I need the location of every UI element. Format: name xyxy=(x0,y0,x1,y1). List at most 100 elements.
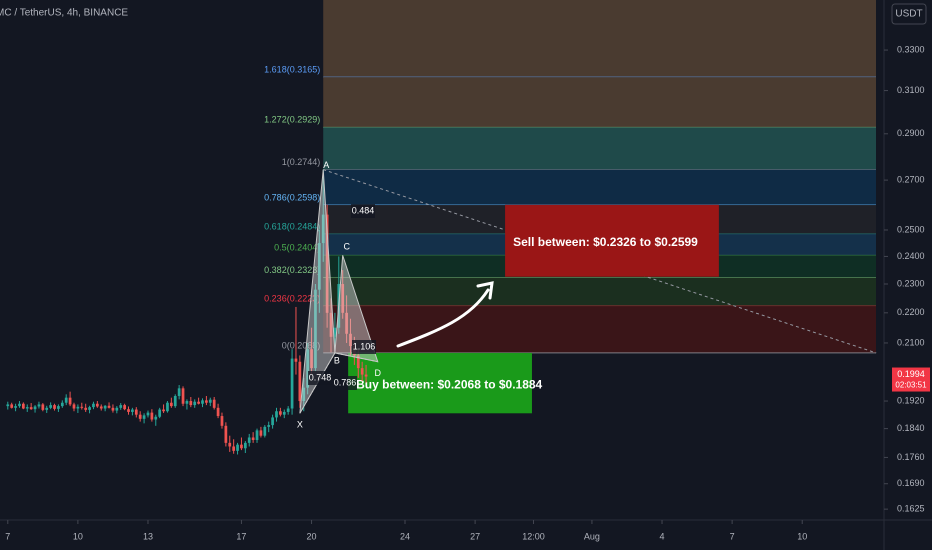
arrow xyxy=(396,281,494,348)
y-tick-label: 0.2100 xyxy=(897,337,925,347)
candle-body xyxy=(290,358,294,409)
candle-body xyxy=(302,387,306,402)
fib-zone xyxy=(323,77,876,128)
candle-body xyxy=(267,425,271,427)
x-tick-label: 27 xyxy=(470,531,480,541)
y-tick-label: 0.1920 xyxy=(897,395,925,405)
fib-label: 0.236(0.2223) xyxy=(264,293,320,303)
currency-label[interactable]: USDT xyxy=(895,9,922,20)
fib-zone xyxy=(323,0,876,78)
candle-body xyxy=(220,416,224,426)
trendline xyxy=(323,169,877,354)
candle-body xyxy=(189,401,193,406)
candle-body xyxy=(177,388,181,396)
pattern-point-label: C xyxy=(343,242,350,252)
pattern-point-label: A xyxy=(323,160,329,170)
x-tick-label: 12:00 xyxy=(522,531,545,541)
ratio-bg xyxy=(351,204,375,218)
candle-body xyxy=(64,397,68,403)
candle-body xyxy=(228,442,232,447)
currency-button[interactable] xyxy=(891,3,927,25)
candle-body xyxy=(18,403,21,407)
x-tick-label: 7 xyxy=(5,531,10,541)
trade-zone xyxy=(348,352,532,414)
candle-body xyxy=(53,405,56,409)
pattern-line xyxy=(299,352,378,414)
candle-body xyxy=(247,437,251,443)
candle-body xyxy=(208,399,212,403)
candle-body xyxy=(158,409,162,417)
candle-body xyxy=(360,368,364,375)
candle-body xyxy=(236,444,239,451)
candle-body xyxy=(99,406,103,409)
candle-body xyxy=(255,430,259,440)
candle-body xyxy=(134,409,138,415)
y-tick-label: 0.1690 xyxy=(897,478,925,488)
candle-body xyxy=(33,406,37,410)
candle-body xyxy=(45,407,49,410)
candle-body xyxy=(92,403,95,408)
candle-body xyxy=(349,333,352,347)
candle-body xyxy=(103,405,107,409)
candle-body xyxy=(193,401,197,406)
candle-body xyxy=(119,405,123,408)
candle-body xyxy=(364,374,368,377)
y-tick-label: 0.2300 xyxy=(897,278,925,288)
price-tag xyxy=(892,367,930,392)
x-tick-label: 20 xyxy=(307,531,317,541)
candle-body xyxy=(162,409,165,412)
candle-body xyxy=(310,349,313,369)
fib-label: 0.5(0.2404) xyxy=(274,243,320,253)
y-tick-label: 0.2400 xyxy=(897,251,925,261)
candle-body xyxy=(306,349,310,388)
candle-body xyxy=(282,411,286,415)
candle-body xyxy=(259,430,263,436)
candle-body xyxy=(68,397,72,405)
y-tick-label: 0.3100 xyxy=(897,85,925,95)
y-tick-label: 0.3300 xyxy=(897,44,925,54)
trade-zone xyxy=(505,204,719,277)
candle-body xyxy=(169,402,173,407)
candle-body xyxy=(14,406,17,408)
candle-body xyxy=(72,404,76,409)
pattern-point-label: B xyxy=(334,355,340,365)
pattern-point-label: D xyxy=(374,368,381,378)
candle-body xyxy=(60,402,64,407)
candle-body xyxy=(341,284,345,313)
ratio-label: 0.748 xyxy=(309,372,332,382)
ratio-label: 0.484 xyxy=(352,205,375,215)
x-tick-label: 10 xyxy=(797,531,807,541)
price-tag-label: 0.1994 xyxy=(897,369,925,379)
fib-label: 1(0.2744) xyxy=(282,157,321,167)
candle-body xyxy=(216,407,220,417)
y-tick-label: 0.2700 xyxy=(897,174,925,184)
candle-body xyxy=(84,407,88,410)
candle-body xyxy=(201,400,204,404)
candle-body xyxy=(329,312,333,337)
x-tick-label: 10 xyxy=(73,531,83,541)
candle-body xyxy=(131,409,134,412)
price-countdown: 02:03:51 xyxy=(895,381,927,390)
x-tick-label: 17 xyxy=(236,531,246,541)
fib-label: 1.618(0.3165) xyxy=(264,64,320,74)
candle-body xyxy=(286,408,290,412)
fib-label: 0.382(0.2323) xyxy=(264,265,320,275)
fib-zone xyxy=(323,277,876,307)
candle-body xyxy=(88,407,91,410)
candle-body xyxy=(321,214,325,244)
y-tick-label: 0.2900 xyxy=(897,128,925,138)
candle-body xyxy=(173,395,177,407)
y-tick-label: 0.1840 xyxy=(897,423,925,433)
x-tick-label: 13 xyxy=(143,531,153,541)
candle-body xyxy=(240,444,243,449)
fib-zone xyxy=(323,169,876,206)
fib-label: 1.272(0.2929) xyxy=(264,115,320,125)
candle-body xyxy=(6,404,10,407)
candle-body xyxy=(224,425,228,443)
ratio-bg xyxy=(352,340,376,354)
pattern-point-label: X xyxy=(297,420,303,430)
candle-body xyxy=(185,401,189,404)
candle-body xyxy=(146,412,150,416)
candle-body xyxy=(243,442,247,449)
